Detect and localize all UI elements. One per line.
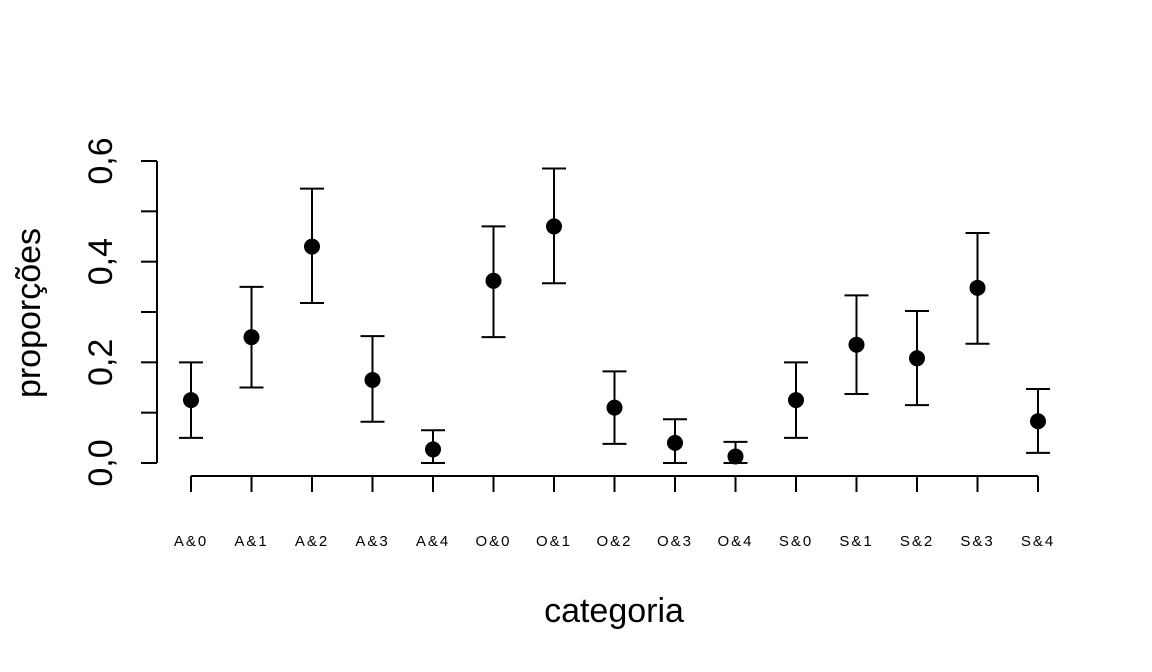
data-point-group — [844, 294, 869, 396]
data-point — [485, 272, 502, 289]
x-tick-label: A&1 — [234, 533, 268, 550]
x-tick-label: S&0 — [779, 533, 813, 550]
data-point — [788, 392, 804, 409]
data-point-group — [481, 225, 506, 339]
data-point — [667, 434, 683, 451]
data-point — [183, 392, 199, 409]
data-point — [848, 336, 865, 353]
data-point-group — [1026, 388, 1050, 454]
x-tick-label: O&1 — [536, 533, 572, 550]
x-tick-label: A&2 — [295, 533, 329, 550]
y-tick-label: 0,0 — [82, 439, 120, 486]
x-tick-label: S&2 — [900, 533, 934, 550]
x-tick-label: A&0 — [174, 533, 208, 550]
data-point — [546, 218, 562, 235]
data-point — [727, 448, 744, 465]
x-tick-label: S&3 — [960, 533, 994, 550]
data-point — [1030, 413, 1046, 430]
x-tick-label: S&1 — [839, 533, 873, 550]
x-tick-label: O&3 — [657, 533, 693, 550]
data-point — [425, 441, 441, 458]
data-point-group — [239, 285, 264, 389]
y-tick-label: 0,4 — [82, 238, 120, 285]
y-tick-label: 0,6 — [82, 137, 120, 184]
x-axis-label: categoria — [544, 592, 684, 630]
data-point — [606, 399, 623, 416]
x-tick-label: O&4 — [717, 533, 753, 550]
y-axis-label: proporções — [10, 228, 48, 398]
data-point-group — [421, 429, 445, 464]
data-point-group — [542, 167, 566, 285]
y-tick-label: 0,2 — [82, 339, 120, 386]
data-point-group — [784, 361, 808, 439]
data-point — [364, 371, 381, 388]
x-tick-label: O&0 — [475, 533, 511, 550]
data-point — [243, 329, 260, 346]
data-point-group — [602, 370, 627, 445]
x-axis: A&0 A&1 A&2 A&3 A&4 O&0 O&1 O&2 O&3 O&4 S&0 S&1 S&2 S… — [174, 475, 1055, 550]
data-point-group — [300, 187, 324, 304]
data-point-group — [179, 361, 203, 439]
data-marks — [179, 167, 1050, 465]
data-point-group — [663, 418, 687, 464]
y-axis: 0,0 0,2 0,4 0,6 — [82, 137, 158, 487]
data-point-group — [965, 231, 990, 345]
x-tick-label: S&4 — [1021, 533, 1055, 550]
data-point-group — [905, 309, 929, 407]
data-point-group — [360, 335, 385, 423]
data-point-group — [723, 440, 748, 465]
data-point — [909, 350, 925, 367]
data-point — [969, 279, 986, 296]
x-tick-label: A&3 — [355, 533, 389, 550]
x-tick-label: O&2 — [596, 533, 632, 550]
data-point — [304, 238, 320, 255]
x-tick-label: A&4 — [416, 533, 450, 550]
